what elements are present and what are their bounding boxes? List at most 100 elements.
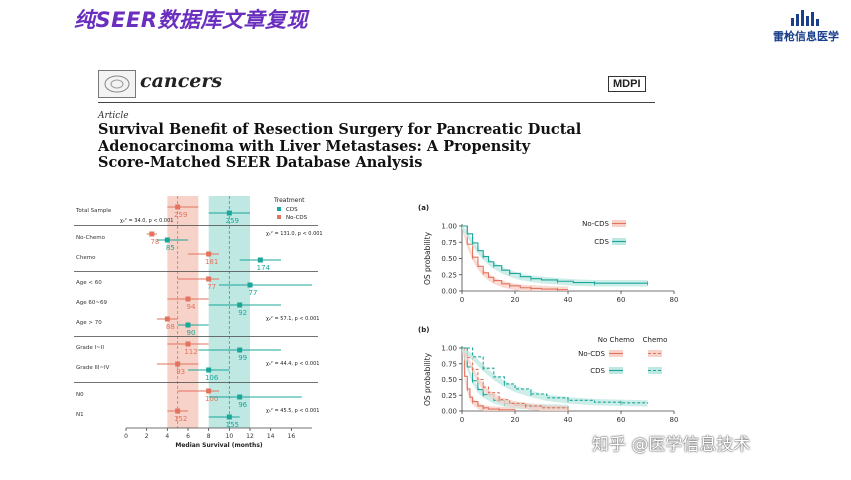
panel-label: (a) [418,204,429,212]
article-title-line: Score-Matched SEER Database Analysis [98,154,423,171]
cds-point [237,394,243,400]
cds-point [237,347,243,353]
y-tick-label: 1.00 [441,223,457,231]
cds-count: 174 [257,264,271,272]
y-tick-label: 0.75 [441,239,457,247]
journal-logo-icon [98,70,136,98]
no-cds-count: 78 [150,238,159,246]
bar-chart-logo-icon [791,10,819,26]
legend-cds-swatch [277,207,281,211]
legend-no-cds-label: No-CDS [286,215,308,221]
row-label: No-Chemo [76,235,106,241]
no-cds-band [167,196,199,428]
legend-no-cds-swatch [277,215,281,219]
article-type: Article [98,111,129,121]
row-label: Total Sample [75,208,112,214]
article-title: Survival Benefit of Resection Surgery fo… [98,121,658,172]
no-cds-point [149,231,155,237]
header-divider [98,102,655,103]
cds-point [237,302,243,308]
survival-ci-band [462,226,648,287]
row-label: Age 60~69 [76,300,107,306]
brand-name: 雷枪信息医学 [773,30,839,43]
cds-count: 106 [205,374,219,382]
article-title-line: Survival Benefit of Resection Surgery fo… [98,121,582,138]
y-tick-label: 0.75 [441,360,457,368]
legend-cds-label: CDS [286,207,298,213]
no-cds-count: 259 [174,211,187,219]
cds-count: 155 [226,421,239,429]
no-cds-count: 100 [205,395,218,403]
y-tick-label: 0.00 [441,408,457,416]
brand-logo: 雷枪信息医学 [767,8,845,44]
no-cds-point [175,408,181,414]
article-title-line: Adenocarcinoma with Liver Metastases: A … [98,137,531,155]
no-cds-count: 94 [187,303,196,311]
survival-ci-band [462,348,568,411]
x-tick-label: 12 [246,433,254,440]
cds-count: 90 [187,329,196,337]
x-tick-label: 20 [511,296,520,304]
survival-curve [462,347,569,410]
x-tick-label: 0 [460,416,464,424]
cds-point [226,414,232,420]
survival-curve [462,225,648,284]
row-label: Chemo [76,255,96,261]
x-tick-label: 8 [207,433,211,440]
x-tick-label: 2 [145,433,149,440]
survival-curve [462,347,649,404]
x-tick-label: 0 [460,296,464,304]
x-tick-label: 4 [165,433,169,440]
no-cds-count: 181 [205,258,218,266]
cds-count: 85 [166,244,175,252]
no-cds-count: 93 [176,368,185,376]
no-cds-point [164,316,170,322]
y-tick-label: 0.50 [441,255,457,263]
no-cds-point [175,204,181,210]
no-cds-point [206,251,212,257]
row-label: Age < 60 [76,280,102,286]
forest-plot: 0 2 4 6 8 10 12 14 16 Median Survival (months) Tot… [74,196,323,449]
cds-point [226,210,232,216]
no-cds-point [185,296,191,302]
y-tick-label: 0.25 [441,271,457,279]
row-stat: χ₁² = 34.0, p < 0.001 [120,218,173,224]
cds-point [185,322,191,328]
row-stat: χ₁² = 44.4, p < 0.001 [266,361,319,367]
km-plot-b: (b) 0.00 0.25 0.50 0.75 1.00 0 20 40 60 80 OS proba… [418,326,679,424]
no-cds-count: 77 [207,283,216,291]
no-cds-point [206,276,212,282]
no-cds-point [206,388,212,394]
cds-count: 77 [249,289,258,297]
x-tick-label: 40 [564,416,573,424]
cds-point [206,367,212,373]
cds-count: 92 [238,309,247,317]
y-axis-label: OS probability [423,352,432,406]
legend-row-no-cds: No-CDS [578,350,605,358]
y-tick-label: 0.50 [441,376,457,384]
no-cds-count: 112 [184,348,197,356]
legend-title: Treatment [273,197,305,204]
no-cds-count: 152 [174,415,187,423]
row-stat: χ₁² = 45.5, p < 0.001 [266,408,319,414]
y-tick-label: 0.00 [441,288,457,296]
x-tick-label: 20 [511,416,520,424]
survival-curve [462,225,568,291]
x-tick-label: 6 [186,433,190,440]
x-tick-label: 80 [670,416,679,424]
x-tick-label: 80 [670,296,679,304]
cds-point [247,282,253,288]
legend-col-no-chemo: No Chemo [598,336,634,344]
row-label: Grade III~IV [76,365,110,371]
legend-cds-label: CDS [594,238,609,246]
row-label: Age > 70 [76,320,102,326]
journal-name: cancers [140,70,223,92]
row-stat: χ₂² = 57.1, p < 0.001 [266,316,319,322]
no-cds-count: 88 [166,323,175,331]
cds-count: 96 [238,401,247,409]
x-tick-label: 16 [288,433,296,440]
x-tick-label: 40 [564,296,573,304]
x-tick-label: 0 [124,433,128,440]
x-tick-label: 14 [267,433,275,440]
km-plot-a: (a) 0.00 0.25 0.50 0.75 1.00 0 20 40 60 80 OS proba… [418,204,679,304]
